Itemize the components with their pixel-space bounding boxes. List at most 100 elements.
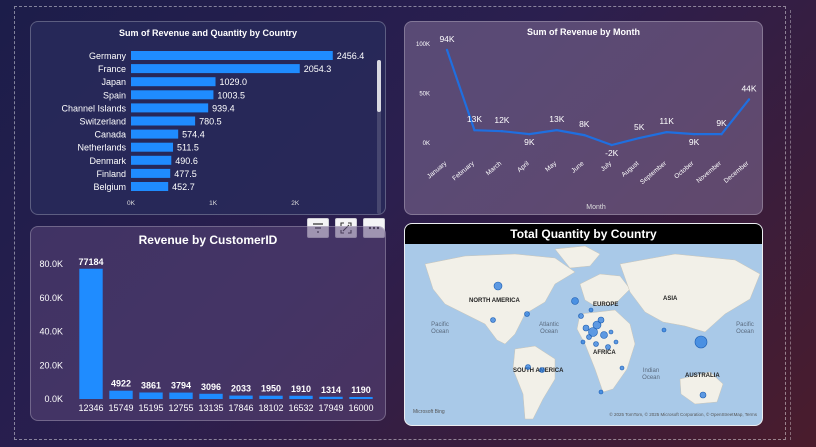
customer-x-tick: 18102 [258,403,283,413]
revenue-by-customer-card[interactable]: Revenue by CustomerID 80.0K 60.0K 40.0K 20.… [30,226,386,421]
country-bar[interactable] [131,90,214,100]
country-bar[interactable] [131,129,179,139]
quantity-bubble[interactable] [539,367,545,373]
month-value-label: -2K [605,148,619,158]
quantity-bubble[interactable] [592,320,602,330]
quantity-bubble[interactable] [661,327,667,333]
quantity-bubble[interactable] [699,391,707,399]
country-bar[interactable] [131,116,196,126]
month-point[interactable] [637,136,641,140]
customer-y-tick: 40.0K [39,327,63,337]
month-point[interactable] [747,98,751,101]
country-bar[interactable] [131,155,172,165]
month-point[interactable] [473,128,476,132]
quantity-bubble[interactable] [571,297,579,305]
revenue-by-month-card[interactable]: Sum of Revenue by Month 100K 50K 0K 94K Janu… [404,21,763,215]
month-point[interactable] [583,133,586,137]
country-bar[interactable] [131,168,171,178]
month-x-tick: March [485,160,504,177]
country-bar-chart: Germany 2456.4 France 2054.3 Japan 1029.0 Spai… [61,51,364,207]
month-value-label: 11K [659,116,674,126]
month-value-label: 94K [439,34,454,44]
customer-bar[interactable] [289,395,313,399]
customer-bar[interactable] [229,395,253,399]
customer-x-tick: 17949 [318,403,343,413]
customer-bar[interactable] [349,396,373,399]
customer-x-tick: 17846 [228,403,253,413]
quantity-bubble[interactable] [493,281,503,291]
label-pacific-right-1: Pacific [736,322,754,328]
country-x-tick: 1K [209,200,218,207]
month-point[interactable] [610,143,613,147]
month-x-tick: December [723,160,751,185]
label-asia: ASIA [663,296,678,302]
month-point[interactable] [528,132,531,136]
quantity-by-country-map-card[interactable]: Total Quantity by Country NORTH AMERICA … [404,223,763,426]
quantity-bubble[interactable] [582,324,590,332]
country-chart-title: Sum of Revenue and Quantity by Country [118,28,298,38]
customer-bar[interactable] [139,392,163,399]
world-map[interactable]: NORTH AMERICA EUROPE ASIA AFRICA SOUTH A… [405,244,763,426]
customer-value-label: 3794 [171,381,191,391]
country-bar[interactable] [131,142,174,152]
customer-bar[interactable] [319,396,343,399]
quantity-bubble[interactable] [524,311,530,317]
customer-bar[interactable] [259,395,283,399]
label-europe: EUROPE [593,302,618,308]
customer-bar[interactable] [109,390,133,399]
customer-bar[interactable] [79,268,103,399]
quantity-bubble[interactable] [580,339,586,345]
quantity-bubble[interactable] [605,344,611,350]
customer-value-label: 3096 [201,382,221,392]
country-value-label: 452.7 [172,182,195,192]
quantity-bubble[interactable] [578,313,584,319]
quantity-bubble[interactable] [613,339,619,345]
customer-bar[interactable] [199,393,223,399]
quantity-bubble[interactable] [588,307,594,313]
scrollbar-thumb[interactable] [377,60,381,112]
quantity-bubble[interactable] [600,331,608,339]
month-y-tick: 100K [416,42,430,48]
quantity-bubble[interactable] [525,364,531,370]
country-bar[interactable] [131,64,300,74]
quantity-bubble[interactable] [608,329,614,335]
month-y-tick: 50K [419,92,430,98]
month-point[interactable] [692,132,696,136]
quantity-bubble[interactable] [490,317,496,323]
quantity-bubble[interactable] [694,335,708,349]
month-point[interactable] [445,48,449,52]
map-attribution[interactable]: © 2025 TomTom, © 2025 Microsoft Corporat… [609,411,757,417]
label-pacific-left-2: Ocean [431,329,449,335]
country-label: France [98,64,126,74]
quantity-bubble[interactable] [598,389,604,395]
month-x-tick: January [426,160,449,181]
customer-bar[interactable] [169,392,193,399]
country-chart-scrollbar[interactable] [377,60,381,214]
month-point[interactable] [500,129,504,133]
quantity-bubble[interactable] [597,316,605,324]
month-point[interactable] [665,130,668,134]
customer-value-label: 1314 [321,385,341,395]
label-south-america: SOUTH AMERICA [513,368,564,374]
quantity-bubble[interactable] [588,327,598,337]
country-bar[interactable] [131,182,169,191]
quantity-bubble[interactable] [619,365,625,371]
country-bar[interactable] [131,103,209,113]
month-x-tick: August [620,160,640,178]
month-point[interactable] [555,128,559,132]
customer-x-tick: 12755 [168,403,193,413]
country-bar[interactable] [131,77,216,87]
country-label: Denmark [89,156,126,166]
quantity-bubble[interactable] [593,341,599,347]
revenue-quantity-by-country-card[interactable]: Sum of Revenue and Quantity by Country G… [30,21,386,215]
month-value-label: 13K [467,114,482,124]
month-revenue-line[interactable] [445,49,750,147]
country-label: Channel Islands [61,103,126,113]
month-point[interactable] [720,132,723,136]
country-value-label: 2054.3 [304,64,332,74]
customer-chart-title: Revenue by CustomerID [138,233,278,247]
quantity-bubble[interactable] [586,334,592,340]
country-label: Belgium [93,182,126,192]
country-bar[interactable] [131,51,333,60]
customer-value-label: 4922 [111,379,131,389]
